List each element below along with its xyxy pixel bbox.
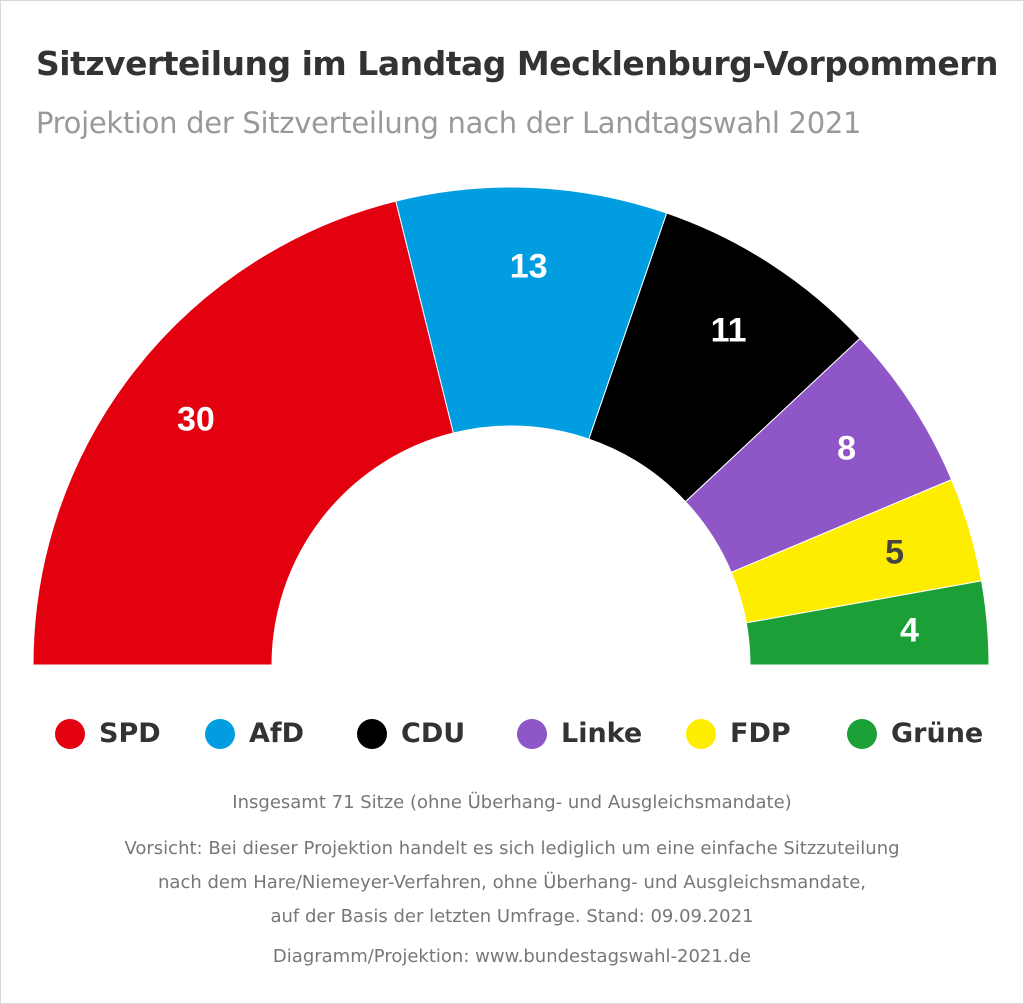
data-label-spd: 30 [177, 401, 215, 439]
disclaimer-line-3: auf der Basis der letzten Umfrage. Stand… [270, 906, 754, 927]
legend-swatch [357, 718, 387, 749]
legend-label: FDP [730, 718, 791, 749]
legend-item-afd: AfD [205, 718, 304, 749]
legend-label: CDU [401, 718, 466, 749]
legend-item-linke: Linke [517, 718, 642, 749]
source-note: Diagramm/Projektion: www.bundestagswahl-… [272, 946, 752, 967]
data-label-linke: 8 [837, 429, 856, 467]
legend-label: Grüne [891, 718, 984, 749]
legend-swatch [847, 718, 877, 749]
legend-label: Linke [561, 718, 643, 749]
legend-item-cdu: CDU [357, 718, 465, 749]
data-label-afd: 13 [510, 247, 548, 285]
segment-grüne [745, 580, 990, 666]
disclaimer-line-2: nach dem Hare/Niemeyer-Verfahren, ohne Ü… [158, 872, 866, 893]
disclaimer-line-1: Vorsicht: Bei dieser Projektion handelt … [124, 838, 900, 859]
data-label-cdu: 11 [711, 311, 747, 349]
legend-label: SPD [99, 718, 161, 749]
legend-swatch [686, 718, 716, 749]
chart-subtitle: Projektion der Sitzverteilung nach der L… [36, 106, 862, 140]
legend-item-grüne: Grüne [847, 718, 983, 749]
legend-item-fdp: FDP [686, 718, 791, 749]
legend-swatch [205, 718, 235, 749]
legend-swatch [517, 718, 547, 749]
segment-spd [32, 200, 455, 666]
data-label-fdp: 5 [885, 534, 904, 572]
legend-label: AfD [249, 718, 305, 749]
total-seats-note: Insgesamt 71 Sitze (ohne Überhang- und A… [232, 792, 792, 813]
seat-distribution-chart: 30 13 11 8 5 4 [32, 186, 990, 666]
legend-item-spd: SPD [55, 718, 161, 749]
chart-title: Sitzverteilung im Landtag Mecklenburg-Vo… [36, 44, 998, 83]
data-label-grüne: 4 [900, 612, 919, 650]
legend-swatch [55, 718, 85, 749]
segment-afd [395, 186, 668, 440]
legend: SPD AfD CDU Linke FDP Grüne [0, 718, 1024, 762]
